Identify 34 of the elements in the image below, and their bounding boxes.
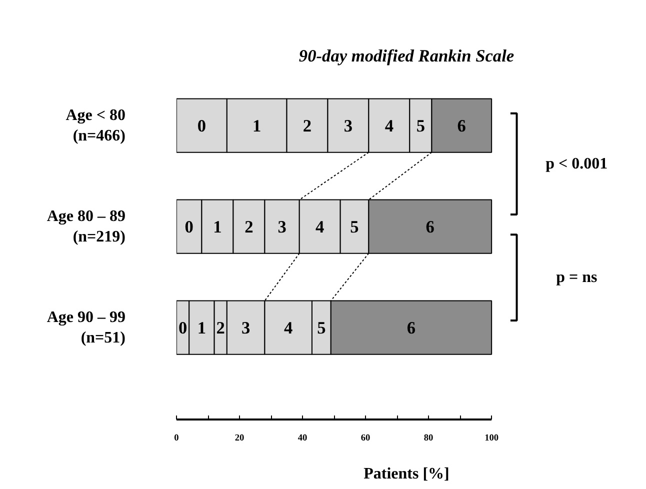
text: 6 (457, 116, 466, 136)
text: p < 0.001 (546, 155, 608, 172)
series-label: 1 (197, 318, 206, 338)
series-label: 0 (178, 318, 188, 338)
text: 0 (184, 218, 194, 237)
text: 5 (350, 218, 359, 237)
text: 2 (244, 218, 254, 237)
text: 0 (197, 116, 206, 136)
series-label: 3 (278, 218, 287, 237)
x-tick-label: 0 (174, 434, 180, 444)
text: 3 (241, 318, 250, 338)
x-tick-label: 100 (484, 434, 499, 444)
text: 4 (316, 218, 324, 237)
x-axis-title: Patients [%] (364, 466, 450, 482)
series-label: 4 (384, 116, 394, 136)
y-tick-label: Age 80 – 89 (n=219) (46, 208, 126, 246)
text: 3 (344, 116, 353, 136)
x-tick-label: 80 (424, 434, 434, 444)
series-label: 6 (406, 318, 416, 338)
y-tick-label: Age 90 – 99 (n=51) (46, 308, 126, 346)
text: 1 (252, 116, 262, 136)
text: 2 (302, 116, 312, 136)
x-tick-label: 60 (360, 434, 371, 444)
text: 5 (416, 116, 426, 136)
series-label: 5 (317, 318, 326, 338)
text: 6 (426, 218, 434, 237)
series-label: 2 (216, 318, 225, 338)
x-tick-label: 40 (298, 434, 308, 444)
x-tick-label: 20 (234, 434, 245, 444)
chart-title: 90-day modified Rankin Scale (298, 46, 514, 66)
text: p = ns (556, 269, 598, 286)
text: 1 (213, 218, 222, 237)
y-tick-label: Age < 80 (n=466) (66, 106, 126, 144)
text: 4 (284, 318, 293, 338)
